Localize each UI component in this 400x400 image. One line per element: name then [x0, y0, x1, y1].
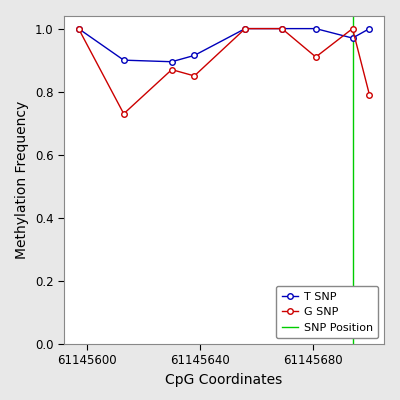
G SNP: [121, 111, 126, 116]
T SNP: [121, 58, 126, 62]
T SNP: [192, 53, 197, 58]
T SNP: [350, 36, 355, 40]
T SNP: [280, 26, 284, 31]
Line: G SNP: G SNP: [76, 26, 372, 116]
X-axis label: CpG Coordinates: CpG Coordinates: [165, 373, 283, 387]
T SNP: [169, 59, 174, 64]
Legend: T SNP, G SNP, SNP Position: T SNP, G SNP, SNP Position: [276, 286, 378, 338]
G SNP: [76, 26, 81, 31]
G SNP: [350, 26, 355, 31]
T SNP: [243, 26, 248, 31]
G SNP: [243, 26, 248, 31]
G SNP: [192, 74, 197, 78]
T SNP: [76, 26, 81, 31]
T SNP: [313, 26, 318, 31]
Line: T SNP: T SNP: [76, 26, 372, 64]
G SNP: [280, 26, 284, 31]
Y-axis label: Methylation Frequency: Methylation Frequency: [16, 101, 30, 259]
T SNP: [367, 26, 372, 31]
G SNP: [313, 54, 318, 59]
G SNP: [367, 92, 372, 97]
G SNP: [169, 67, 174, 72]
